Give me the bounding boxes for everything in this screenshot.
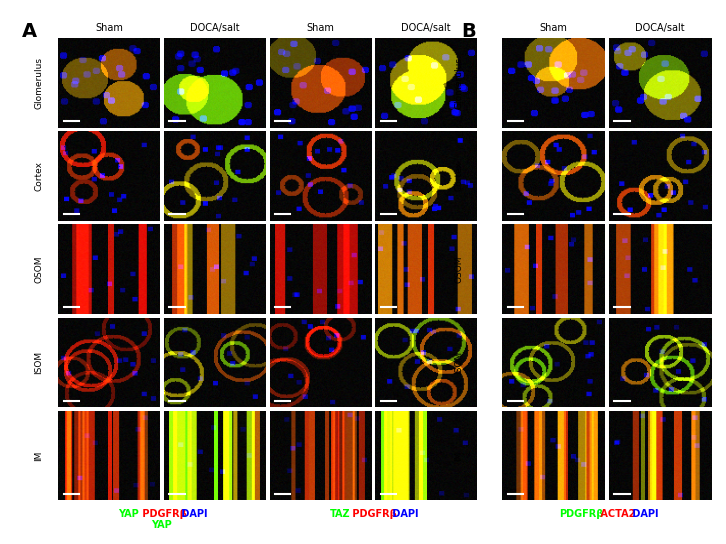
Text: YAP: YAP — [152, 520, 172, 529]
Text: ISOM: ISOM — [454, 351, 463, 374]
Text: Sham: Sham — [539, 23, 567, 33]
Text: PDGFRβ: PDGFRβ — [139, 509, 187, 518]
Text: DAPI: DAPI — [629, 509, 658, 518]
Text: IM: IM — [35, 450, 44, 461]
Text: A: A — [22, 22, 37, 41]
Text: Sham: Sham — [306, 23, 334, 33]
Text: OSOM: OSOM — [35, 256, 44, 283]
Text: YAP: YAP — [118, 509, 139, 518]
Text: TAZ: TAZ — [330, 509, 351, 518]
Text: IM: IM — [454, 450, 463, 461]
Text: ACTA2: ACTA2 — [597, 509, 636, 518]
Text: DAPI: DAPI — [178, 509, 207, 518]
Text: DOCA/salt: DOCA/salt — [401, 23, 451, 33]
Text: Cortex: Cortex — [454, 161, 463, 191]
Text: DOCA/salt: DOCA/salt — [635, 23, 685, 33]
Text: PDGFRβ: PDGFRβ — [560, 509, 604, 518]
Text: Sham: Sham — [95, 23, 123, 33]
Text: DAPI: DAPI — [389, 509, 419, 518]
Text: ISOM: ISOM — [35, 351, 44, 374]
Text: OSOM: OSOM — [454, 256, 463, 283]
Text: PDGFRβ: PDGFRβ — [349, 509, 397, 518]
Text: Glomerulus: Glomerulus — [35, 57, 44, 109]
Text: Cortex: Cortex — [35, 161, 44, 191]
Text: B: B — [461, 22, 476, 41]
Text: DOCA/salt: DOCA/salt — [189, 23, 240, 33]
Text: Glomerulus: Glomerulus — [454, 57, 463, 109]
